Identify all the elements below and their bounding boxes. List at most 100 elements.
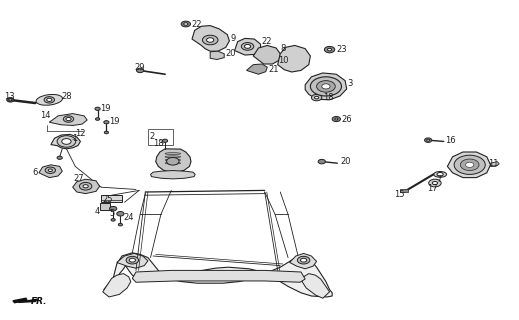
Polygon shape <box>235 38 261 55</box>
Circle shape <box>118 223 122 226</box>
Polygon shape <box>192 26 229 51</box>
Circle shape <box>79 182 92 190</box>
Polygon shape <box>447 152 490 178</box>
Text: 20: 20 <box>340 157 350 166</box>
Circle shape <box>429 179 441 187</box>
Text: 4: 4 <box>94 207 100 216</box>
Text: 20: 20 <box>226 49 236 58</box>
Text: 28: 28 <box>61 92 72 100</box>
Circle shape <box>327 48 332 51</box>
Bar <box>100 203 110 210</box>
Text: 22: 22 <box>191 20 201 28</box>
Bar <box>101 195 122 202</box>
Polygon shape <box>132 270 305 282</box>
Circle shape <box>45 167 56 173</box>
Circle shape <box>332 116 340 122</box>
Circle shape <box>315 96 319 99</box>
Text: FR.: FR. <box>31 297 48 306</box>
Circle shape <box>129 258 135 262</box>
Circle shape <box>48 169 52 172</box>
Circle shape <box>63 116 74 122</box>
Text: 21: 21 <box>268 65 279 74</box>
Text: 15: 15 <box>394 190 405 199</box>
Text: 7: 7 <box>436 175 441 184</box>
Circle shape <box>7 98 14 102</box>
Ellipse shape <box>165 162 181 164</box>
Circle shape <box>66 117 71 121</box>
Text: 14: 14 <box>40 111 51 120</box>
Polygon shape <box>210 51 224 60</box>
Text: 22: 22 <box>262 37 272 46</box>
Circle shape <box>432 181 438 185</box>
Circle shape <box>466 162 474 167</box>
Text: 29: 29 <box>134 63 144 72</box>
Text: 17: 17 <box>427 184 437 193</box>
Bar <box>148 129 173 145</box>
Circle shape <box>136 68 144 73</box>
Circle shape <box>181 21 190 27</box>
Circle shape <box>318 159 325 164</box>
Ellipse shape <box>36 94 62 105</box>
Polygon shape <box>103 274 131 297</box>
Circle shape <box>454 155 485 174</box>
Text: 10: 10 <box>278 56 288 65</box>
Polygon shape <box>13 298 27 303</box>
Polygon shape <box>305 73 347 100</box>
Polygon shape <box>51 134 80 149</box>
Circle shape <box>297 256 310 264</box>
Polygon shape <box>73 179 100 194</box>
Circle shape <box>244 44 251 48</box>
Circle shape <box>110 206 117 211</box>
Circle shape <box>162 139 168 142</box>
Text: 19: 19 <box>100 104 111 113</box>
Polygon shape <box>104 253 332 297</box>
Text: 2: 2 <box>149 132 155 141</box>
Circle shape <box>311 94 322 101</box>
Circle shape <box>202 35 218 45</box>
Circle shape <box>83 185 88 188</box>
Polygon shape <box>290 253 317 269</box>
Circle shape <box>310 77 342 96</box>
Text: 23: 23 <box>336 45 347 54</box>
Circle shape <box>301 258 307 262</box>
Polygon shape <box>247 64 267 74</box>
Polygon shape <box>39 165 62 178</box>
Polygon shape <box>117 253 148 268</box>
Circle shape <box>207 38 214 42</box>
Text: 18: 18 <box>153 139 163 148</box>
Bar <box>400 189 408 192</box>
Circle shape <box>427 139 430 141</box>
Circle shape <box>117 212 124 216</box>
Polygon shape <box>18 299 37 302</box>
Polygon shape <box>151 171 195 179</box>
Polygon shape <box>253 45 280 64</box>
Circle shape <box>104 131 108 134</box>
Circle shape <box>460 159 479 171</box>
Ellipse shape <box>165 153 181 155</box>
Ellipse shape <box>165 156 181 158</box>
Circle shape <box>184 23 188 25</box>
Text: 16: 16 <box>445 136 456 145</box>
Text: 5: 5 <box>109 209 114 218</box>
Text: 1: 1 <box>72 134 77 143</box>
Polygon shape <box>156 149 191 172</box>
Text: 26: 26 <box>342 115 352 124</box>
Circle shape <box>95 118 100 120</box>
Text: 25: 25 <box>103 195 113 204</box>
Circle shape <box>425 138 432 142</box>
Circle shape <box>126 256 139 264</box>
Circle shape <box>57 136 76 147</box>
Ellipse shape <box>165 159 181 161</box>
Circle shape <box>47 98 52 101</box>
Circle shape <box>335 118 338 120</box>
Circle shape <box>317 81 335 92</box>
Circle shape <box>104 121 109 124</box>
Text: 18: 18 <box>323 93 333 102</box>
Circle shape <box>324 46 335 53</box>
Circle shape <box>57 156 62 159</box>
Circle shape <box>322 84 330 89</box>
Polygon shape <box>49 114 87 125</box>
Text: 13: 13 <box>4 92 15 100</box>
Circle shape <box>437 172 443 176</box>
Circle shape <box>241 43 254 50</box>
